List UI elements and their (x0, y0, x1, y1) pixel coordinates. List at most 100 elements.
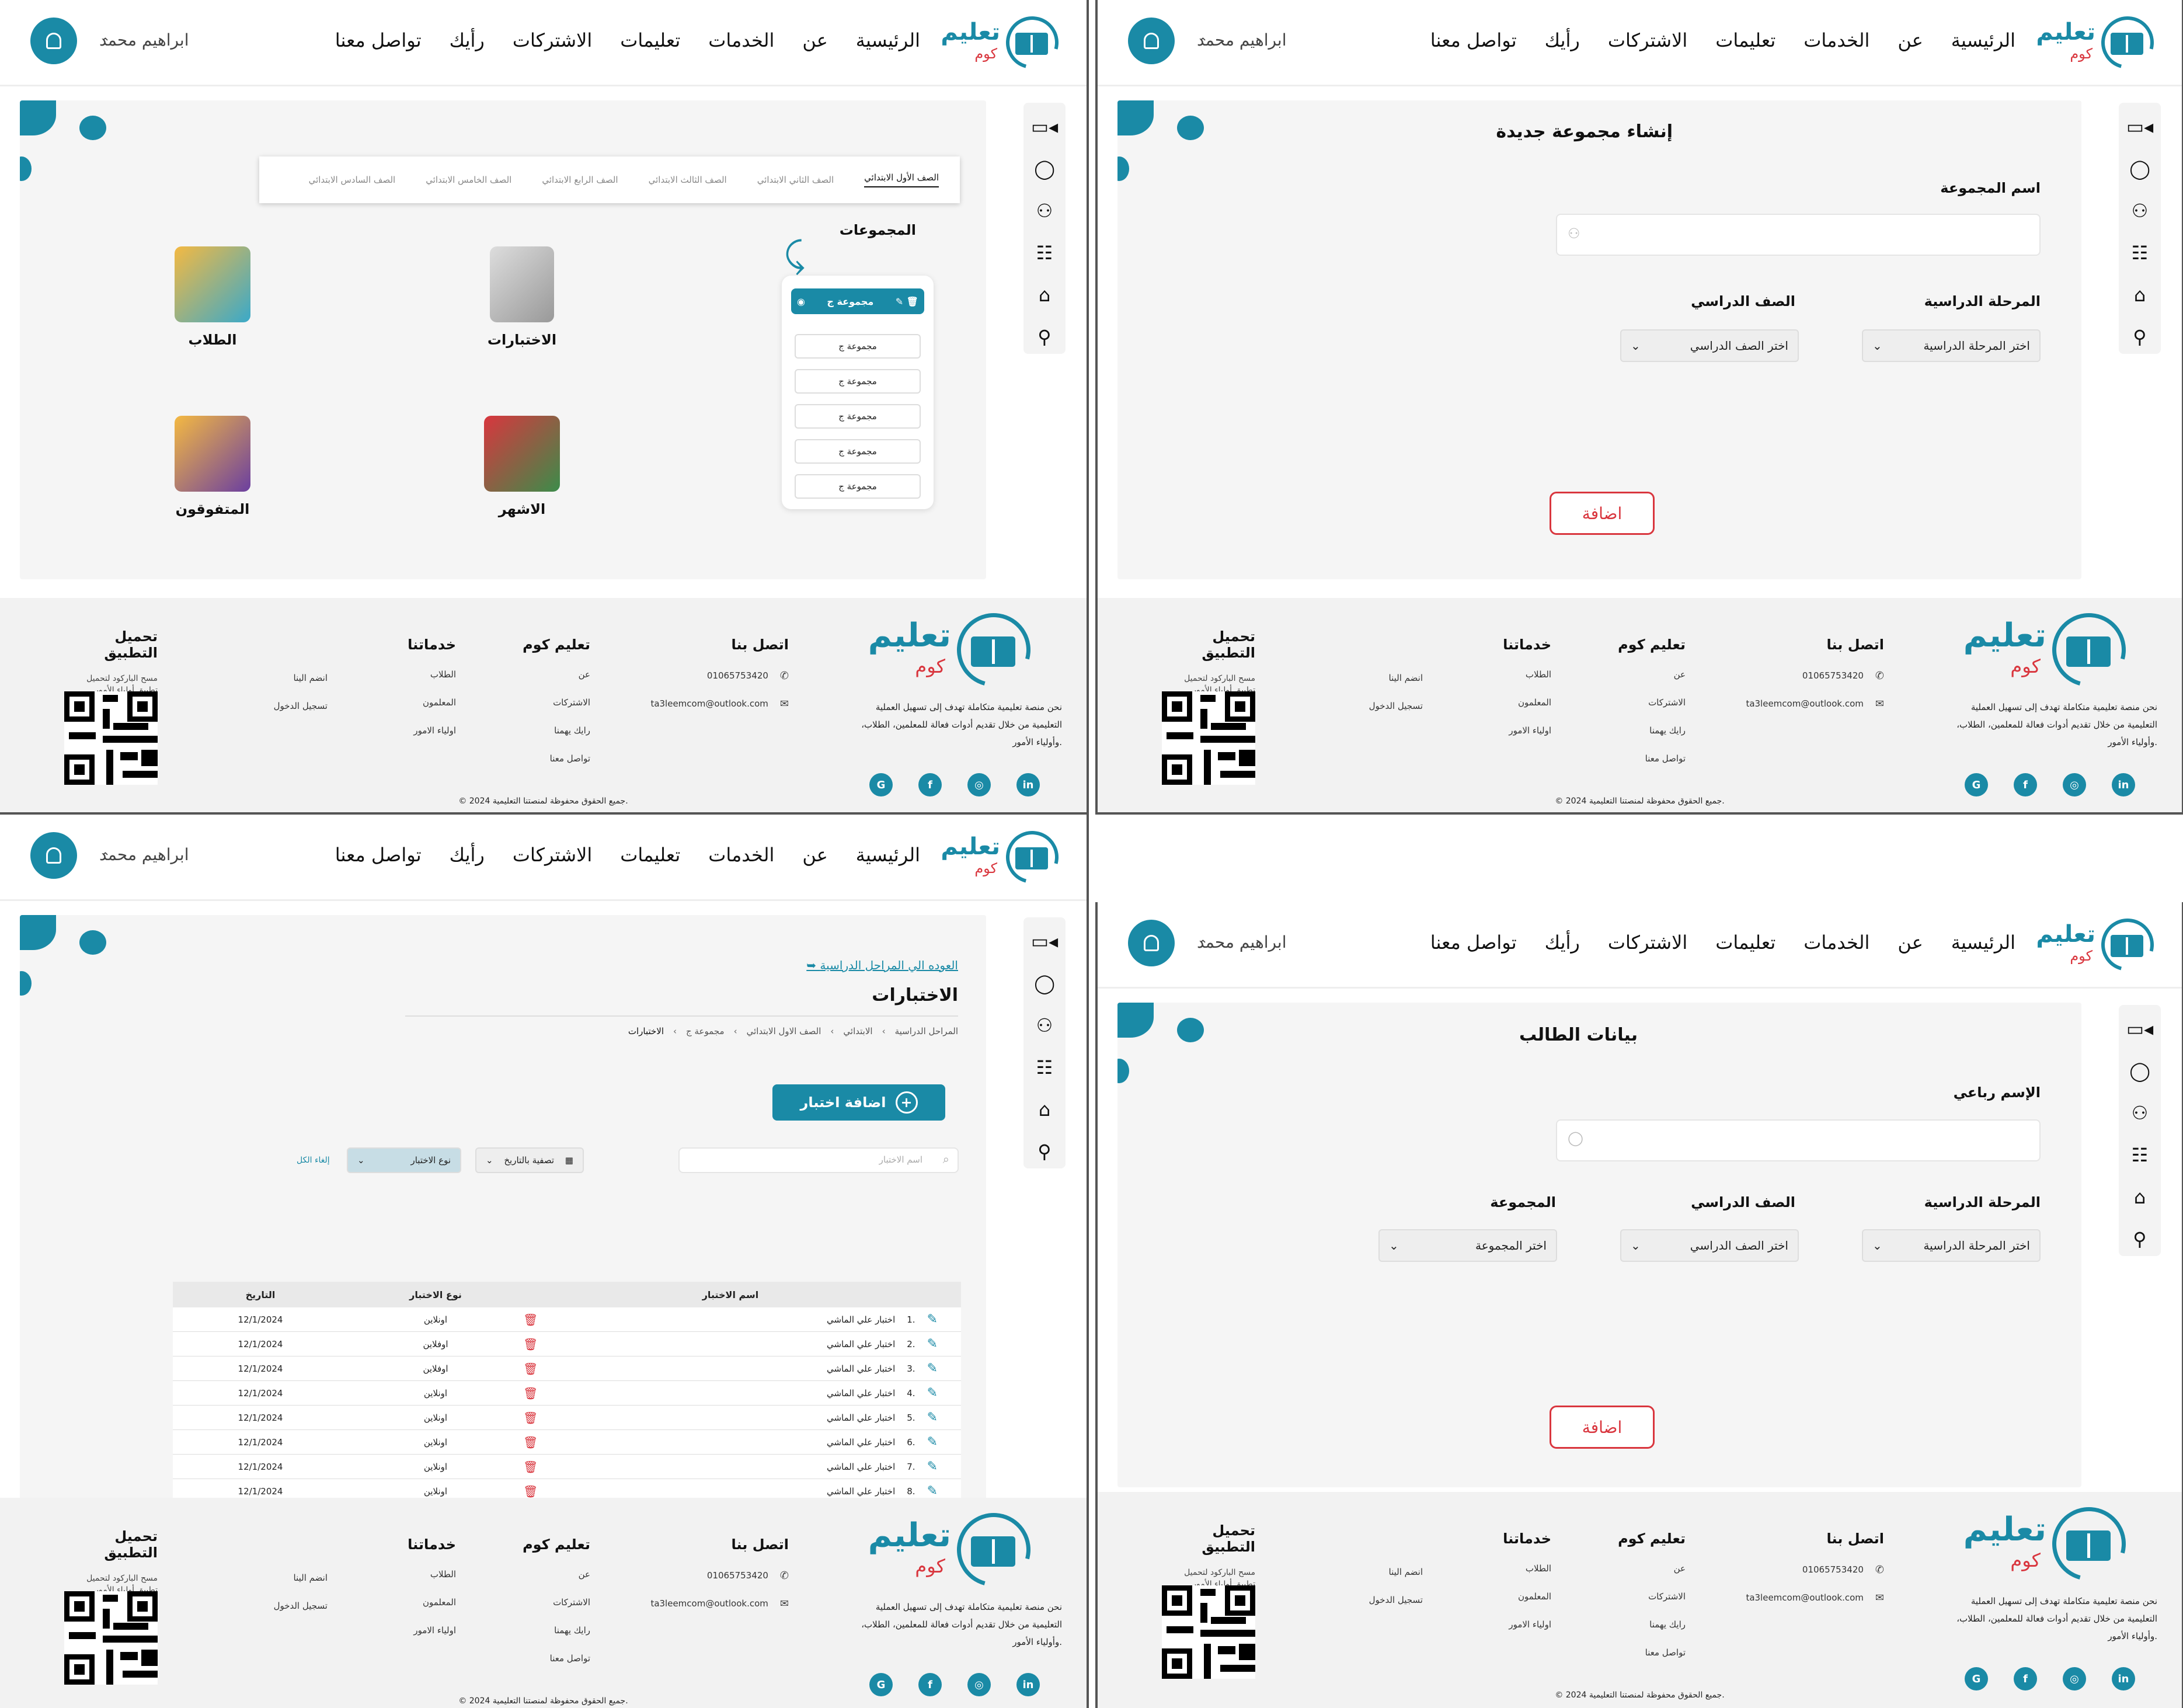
footer-link[interactable]: الاشتركات (1648, 1591, 1686, 1602)
nav-link[interactable]: تعليمات (1715, 931, 1776, 954)
edit-icon[interactable]: ✎ (927, 1459, 938, 1474)
footer-link[interactable]: اولياء الامور (1509, 1619, 1551, 1630)
social-icon[interactable]: f (918, 1673, 942, 1696)
nav-link[interactable]: تواصل معنا (1430, 29, 1517, 51)
footer-link[interactable]: المعلمون (422, 1597, 456, 1608)
phone-number[interactable]: 01065753420 (706, 1570, 768, 1581)
card-top-students[interactable]: المتفوقون (137, 416, 288, 517)
trash-icon[interactable]: 🗑 (523, 1386, 538, 1400)
nav-link[interactable]: الاشتركات (512, 844, 593, 866)
nav-link[interactable]: تعليمات (620, 844, 681, 866)
nav-link[interactable]: تعليمات (620, 29, 681, 51)
video-icon[interactable]: ▭◂ (1030, 116, 1059, 138)
social-icon[interactable]: in (2112, 773, 2135, 796)
trash-icon[interactable]: 🗑 (523, 1435, 538, 1449)
trash-icon[interactable]: 🗑 (523, 1361, 538, 1376)
trash-icon[interactable]: 🗑 (523, 1410, 538, 1425)
nav-link[interactable]: الرئيسية (1951, 29, 2015, 51)
tab-grade[interactable]: الصف الأول الابتدائي (864, 172, 939, 187)
notification-bell-icon[interactable] (30, 832, 77, 879)
users-icon[interactable]: ⚇ (1036, 1014, 1053, 1036)
footer-link[interactable]: تسجيل الدخول (273, 701, 328, 711)
footer-link[interactable]: الطلاب (430, 1569, 456, 1580)
footer-link[interactable]: الطلاب (1525, 669, 1551, 680)
breadcrumb-item[interactable]: الابتدائي (843, 1026, 873, 1036)
nav-link[interactable]: الرئيسية (855, 844, 920, 866)
trash-icon[interactable]: 🗑 (523, 1484, 538, 1498)
stage-select[interactable]: ⌄ اختر المرحلة الدراسية (1862, 1229, 2041, 1262)
social-icon[interactable]: f (2014, 773, 2037, 796)
trash-icon[interactable]: 🗑 (523, 1459, 538, 1474)
nav-link[interactable]: عن (802, 29, 828, 51)
footer-link[interactable]: الاشتركات (1648, 697, 1686, 708)
nav-link[interactable]: الرئيسية (1951, 931, 2015, 954)
card-students[interactable]: الطلاب (137, 246, 288, 348)
group-active[interactable]: ◉ مجموعة ج ✎ 🗑 (791, 288, 924, 314)
user-icon[interactable]: ◯ (1034, 158, 1055, 180)
footer-link[interactable]: الطلاب (430, 669, 456, 680)
notification-bell-icon[interactable] (1128, 920, 1175, 966)
search-input[interactable]: اسم الاختبار ⌕ (678, 1147, 959, 1173)
phone-number[interactable]: 01065753420 (1802, 1564, 1864, 1575)
nav-link[interactable]: عن (1897, 931, 1923, 954)
brand-logo[interactable]: تعليم كوم (2036, 6, 2164, 79)
social-icon[interactable]: G (1965, 773, 1988, 796)
social-icon[interactable]: ◎ (967, 1673, 991, 1696)
graduation-cap-icon[interactable]: ⌂ (1038, 1098, 1051, 1121)
nav-link[interactable]: تواصل معنا (335, 844, 422, 866)
user-menu[interactable]: ابراهيم محمد (1197, 933, 1287, 952)
checklist-icon[interactable]: ☷ (1036, 1056, 1053, 1079)
brand-logo[interactable]: تعليم كوم (941, 6, 1068, 79)
social-icon[interactable]: in (1016, 773, 1040, 796)
breadcrumb-item[interactable]: الاختبارات (628, 1026, 664, 1036)
phone-number[interactable]: 01065753420 (706, 670, 768, 681)
footer-link[interactable]: المعلمون (1517, 697, 1551, 708)
edit-icon[interactable]: ✎ (927, 1361, 938, 1376)
nav-link[interactable]: الخدمات (708, 29, 775, 51)
nav-link[interactable]: الخدمات (708, 844, 775, 866)
edit-icon[interactable]: ✎ (927, 1312, 938, 1327)
footer-link[interactable]: رايك يهمنا (1649, 725, 1686, 736)
video-icon[interactable]: ▭◂ (2126, 116, 2154, 138)
footer-link[interactable]: رايك يهمنا (554, 725, 590, 736)
footer-link[interactable]: الاشتركات (553, 1597, 590, 1608)
grade-select[interactable]: ⌄ اختر الصف الدراسي (1620, 1229, 1799, 1262)
footer-link[interactable]: رايك يهمنا (554, 1625, 590, 1636)
nav-link[interactable]: الرئيسية (855, 29, 920, 51)
footer-link[interactable]: الاشتركات (553, 697, 590, 708)
video-icon[interactable]: ▭◂ (2126, 1018, 2154, 1040)
chevron-up-icon[interactable]: ⌃ (100, 35, 110, 49)
users-icon[interactable]: ⚇ (2131, 200, 2149, 222)
breadcrumb-item[interactable]: المراحل الدراسية (894, 1026, 958, 1036)
add-exam-button[interactable]: + اضافة اختبار (772, 1084, 945, 1121)
date-filter[interactable]: ⌄ تصفية بالتاريخ ▦ (475, 1147, 584, 1173)
presentation-icon[interactable]: ⚲ (1037, 1140, 1052, 1163)
nav-link[interactable]: الاشتركات (1607, 931, 1688, 954)
group-name-input[interactable]: ⚇ (1556, 214, 2041, 256)
social-icon[interactable]: in (2112, 1667, 2135, 1690)
social-icon[interactable]: G (869, 773, 893, 796)
video-icon[interactable]: ▭◂ (1030, 930, 1059, 952)
edit-icon[interactable]: ✎ (927, 1435, 938, 1449)
checklist-icon[interactable]: ☷ (2131, 242, 2149, 264)
phone-number[interactable]: 01065753420 (1802, 670, 1864, 681)
submit-button[interactable]: اضافة (1550, 1406, 1655, 1449)
graduation-cap-icon[interactable]: ⌂ (2133, 1186, 2146, 1208)
footer-link[interactable]: تواصل معنا (549, 753, 590, 764)
presentation-icon[interactable]: ⚲ (2133, 326, 2147, 348)
social-icon[interactable]: f (918, 773, 942, 796)
footer-link[interactable]: عن (1673, 669, 1686, 680)
footer-link[interactable]: عن (578, 669, 590, 680)
nav-link[interactable]: رأيك (449, 29, 485, 51)
nav-link[interactable]: عن (1897, 29, 1923, 51)
footer-link[interactable]: عن (578, 1569, 590, 1580)
eye-icon[interactable]: ◉ (797, 295, 805, 307)
user-icon[interactable]: ◯ (1034, 972, 1055, 994)
notification-bell-icon[interactable] (1128, 18, 1175, 64)
card-exams[interactable]: الاختبارات (446, 246, 598, 348)
card-months[interactable]: الاشهر (446, 416, 598, 517)
clear-all-link[interactable]: إلغاء الكل (297, 1156, 330, 1165)
group-item[interactable]: مجموعة ج (795, 334, 921, 359)
chevron-up-icon[interactable]: ⌃ (100, 850, 110, 864)
tab-grade[interactable]: الصف السادس الابتدائي (308, 175, 396, 185)
